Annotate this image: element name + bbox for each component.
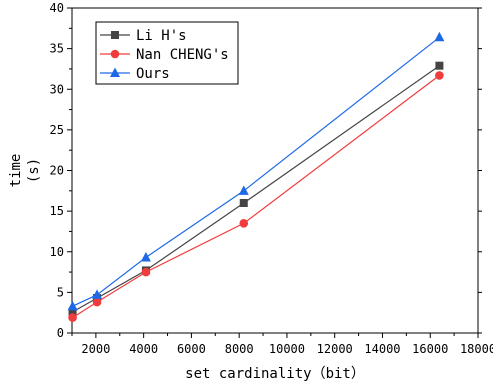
- x-tick-label: 2000: [81, 342, 110, 356]
- x-tick-label: 14000: [364, 342, 400, 356]
- data-point-triangle: [67, 300, 78, 311]
- series-0: [68, 61, 444, 316]
- data-point-triangle: [434, 31, 445, 42]
- data-point-circle: [239, 219, 249, 228]
- x-tick-label: 12000: [317, 342, 353, 356]
- y-tick-label: 10: [50, 245, 64, 259]
- legend-label: Ours: [136, 66, 170, 82]
- data-point-triangle: [110, 67, 120, 77]
- data-point-circle: [110, 49, 120, 59]
- data-point-square: [111, 31, 119, 39]
- y-axis-label-line-2: (s): [26, 158, 42, 183]
- data-point-square: [68, 307, 77, 316]
- y-tick-label: 0: [57, 326, 64, 340]
- data-point-circle: [141, 267, 151, 277]
- y-tick-label: 35: [50, 42, 64, 56]
- series-1: [68, 71, 444, 322]
- legend-label: Nan CHENG's: [136, 47, 229, 63]
- series-line: [72, 65, 440, 313]
- data-point-square: [435, 61, 444, 70]
- data-point-triangle: [238, 185, 249, 195]
- data-point-circle: [68, 313, 77, 322]
- data-point-circle: [435, 71, 444, 80]
- x-tick-label: 18000: [460, 342, 493, 356]
- y-axis-label-line-1: time: [8, 154, 24, 188]
- y-tick-label: 30: [50, 82, 64, 96]
- y-tick-label: 25: [50, 123, 64, 137]
- data-point-circle: [92, 297, 102, 307]
- axes: 0 5 10 15 20 25 30 35 40 2000 4000 6000 8000 10000 120…: [50, 1, 493, 356]
- y-tick-label: 40: [50, 1, 64, 15]
- data-point-triangle: [140, 251, 151, 262]
- x-tick-label: 8000: [225, 342, 254, 356]
- data-point-square: [239, 199, 248, 207]
- series-2: [67, 31, 445, 311]
- x-tick-label: 16000: [412, 342, 448, 356]
- x-tick-label: 10000: [269, 342, 305, 356]
- legend-label: Li H's: [136, 28, 187, 44]
- x-tick-label: 6000: [177, 342, 206, 356]
- data-point-triangle: [92, 289, 103, 299]
- x-axis-label: set cardinality（bit）: [185, 366, 365, 382]
- series-group: [67, 31, 445, 322]
- y-tick-label: 20: [50, 164, 64, 178]
- legend-box: [95, 21, 239, 85]
- legend: Li H's Nan CHENG's Ours: [95, 21, 239, 85]
- y-tick-label: 5: [57, 285, 64, 299]
- x-tick-label: 4000: [129, 342, 158, 356]
- y-tick-label: 15: [50, 204, 64, 218]
